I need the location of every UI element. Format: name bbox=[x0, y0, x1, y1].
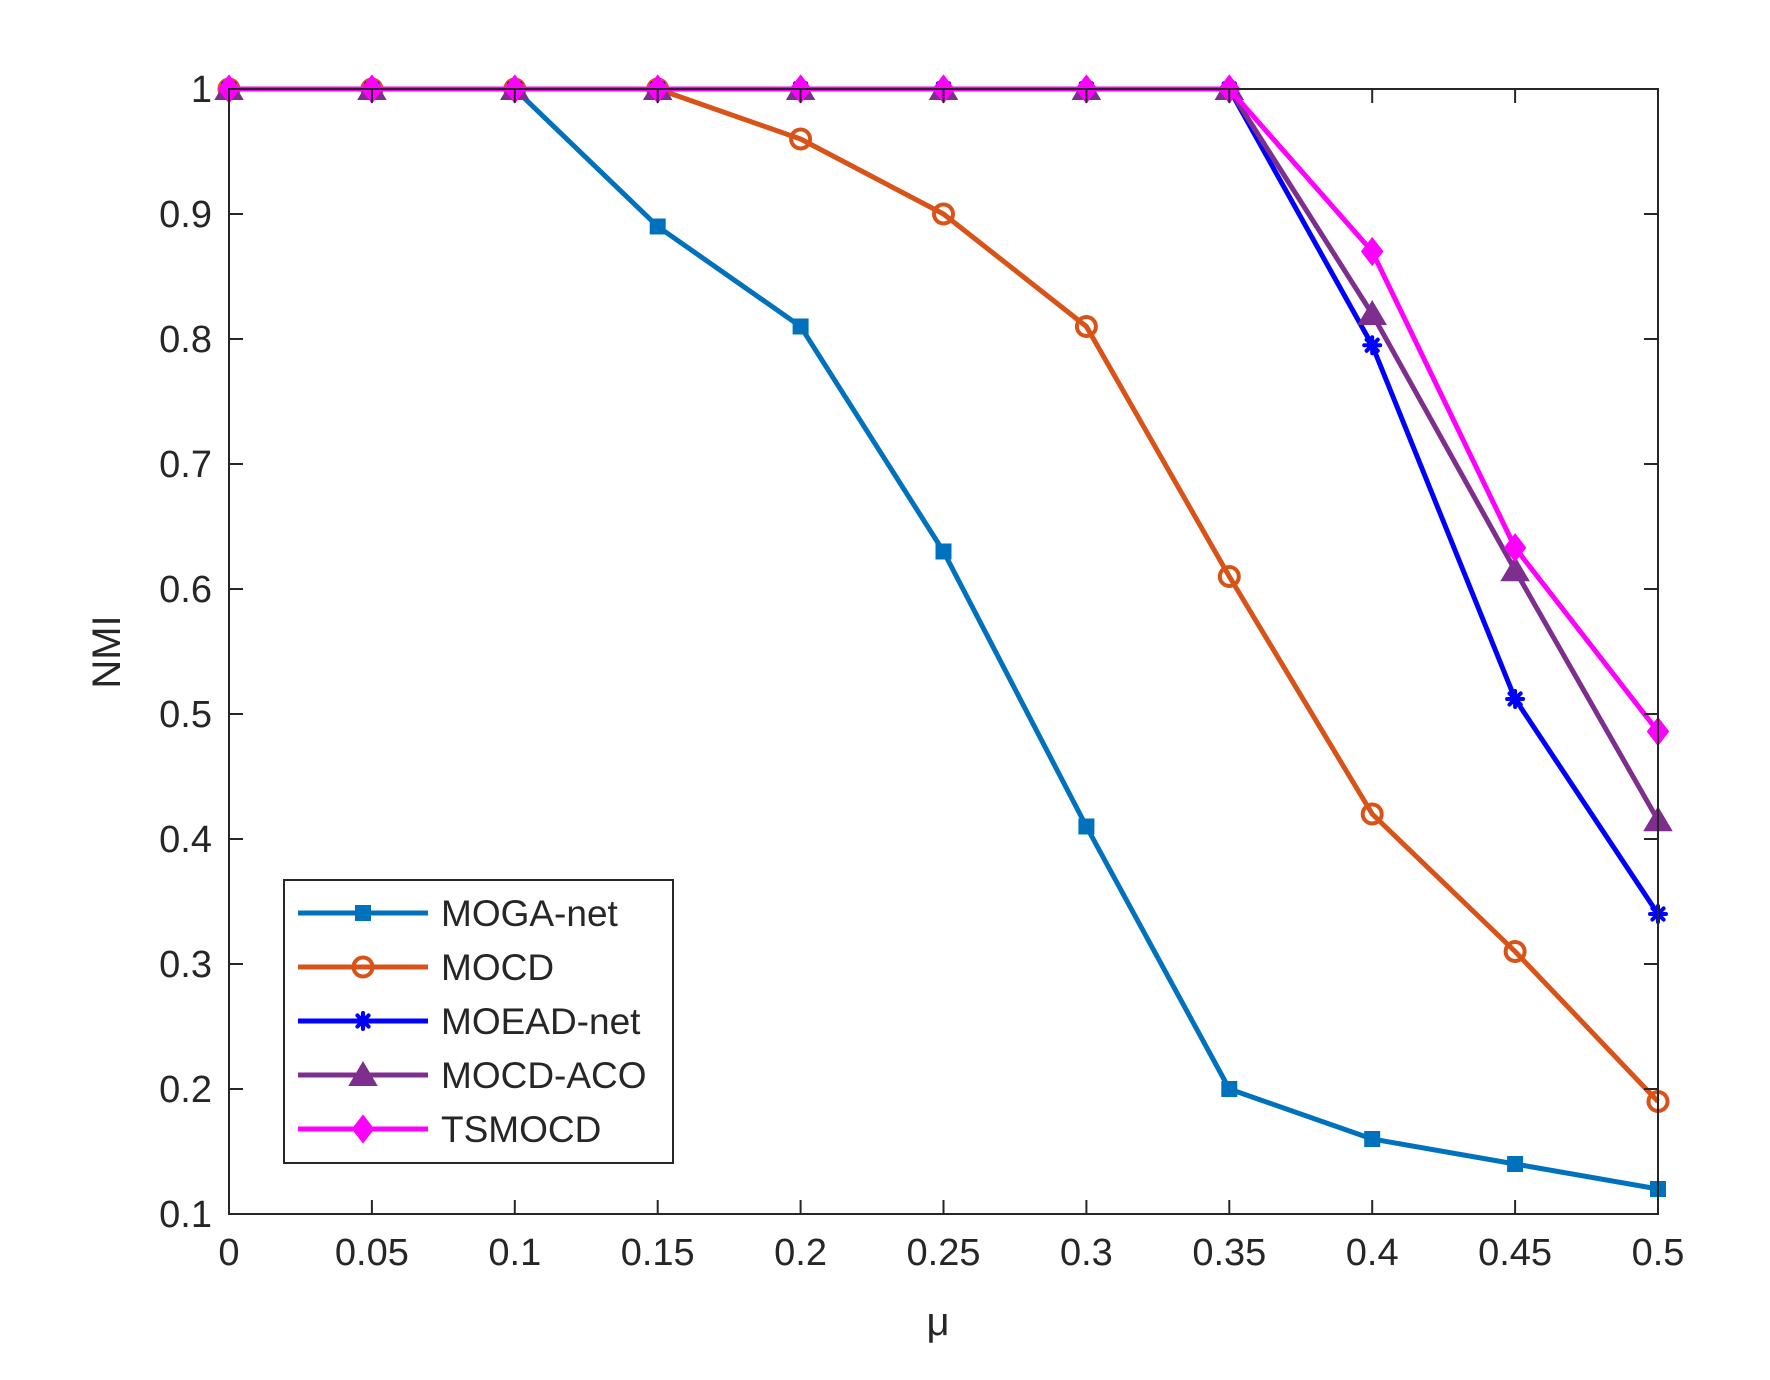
x-tick-label: 0.1 bbox=[488, 1232, 541, 1274]
legend-marker-mocd bbox=[351, 955, 375, 979]
x-axis-label: μ bbox=[926, 1300, 949, 1344]
data-point-moga-net bbox=[792, 318, 809, 335]
axes: 0 0.05 0.1 0.15 0.2 0.25 0.3 0.35 0.4 0.45 0.5 0.1 0… bbox=[159, 69, 1684, 1274]
data-point-tsmocd bbox=[1360, 236, 1384, 267]
data-point-mocd bbox=[789, 127, 813, 151]
data-point-moead-net bbox=[1505, 689, 1526, 709]
legend: MOGA-net MOCD MOEAD-net MOCD-ACO TSMOCD bbox=[283, 879, 674, 1164]
legend-label-mocd: MOCD bbox=[441, 947, 554, 988]
legend-item-moga-net: MOGA-net bbox=[298, 893, 619, 934]
legend-marker-moga-net bbox=[355, 905, 371, 921]
legend-label-tsmocd: TSMOCD bbox=[441, 1109, 601, 1150]
y-tick-label: 0.8 bbox=[159, 319, 212, 361]
x-tick-label: 0.2 bbox=[774, 1232, 827, 1274]
data-point-tsmocd bbox=[1503, 533, 1527, 563]
data-point-moga-net bbox=[1364, 1131, 1381, 1147]
y-tick-label: 0.1 bbox=[159, 1194, 212, 1236]
legend-label-mocd-aco: MOCD-ACO bbox=[441, 1055, 647, 1096]
data-point-mocd-aco bbox=[1500, 556, 1530, 582]
legend-label-moead-net: MOEAD-net bbox=[441, 1001, 641, 1042]
x-tick-label: 0 bbox=[218, 1232, 239, 1274]
x-tick-label: 0.45 bbox=[1478, 1232, 1552, 1274]
data-point-mocd bbox=[1503, 940, 1527, 963]
legend-item-tsmocd: TSMOCD bbox=[298, 1109, 601, 1150]
y-tick-label: 0.6 bbox=[159, 569, 212, 611]
data-point-moga-net bbox=[1078, 818, 1095, 835]
y-tick-label: 0.9 bbox=[159, 194, 212, 236]
x-tick-label: 0.15 bbox=[621, 1232, 695, 1274]
legend-item-moead-net: MOEAD-net bbox=[298, 1001, 641, 1042]
legend-label-moga-net: MOGA-net bbox=[441, 893, 619, 934]
legend-item-mocd-aco: MOCD-ACO bbox=[298, 1055, 647, 1096]
x-tick-label: 0.35 bbox=[1192, 1232, 1266, 1274]
y-tick-label: 0.7 bbox=[159, 444, 212, 486]
data-point-moga-net bbox=[1221, 1081, 1238, 1097]
data-point-mocd bbox=[1074, 315, 1098, 338]
data-point-mocd bbox=[932, 202, 955, 226]
x-tick-label: 0.5 bbox=[1632, 1232, 1685, 1274]
x-tick-label: 0.3 bbox=[1060, 1232, 1113, 1274]
x-tick-label: 0.05 bbox=[335, 1232, 409, 1274]
y-tick-label: 0.5 bbox=[159, 694, 212, 736]
y-tick-label: 0.3 bbox=[159, 944, 212, 986]
y-axis-label: NMI bbox=[85, 615, 129, 688]
legend-marker-mocd-aco bbox=[348, 1061, 378, 1086]
legend-item-mocd: MOCD bbox=[298, 947, 554, 988]
legend-marker-moead-net bbox=[353, 1011, 373, 1031]
y-tick-label: 0.2 bbox=[159, 1069, 212, 1111]
data-point-mocd bbox=[1217, 565, 1241, 588]
y-tick-label: 1 bbox=[191, 69, 212, 111]
data-point-moga-net bbox=[935, 543, 952, 560]
data-point-moga-net bbox=[1507, 1156, 1524, 1172]
data-point-mocd bbox=[1360, 802, 1384, 826]
data-point-moga-net bbox=[649, 218, 666, 235]
data-point-mocd-aco bbox=[1357, 300, 1387, 325]
data-point-moead-net bbox=[1362, 335, 1383, 356]
legend-marker-tsmocd bbox=[351, 1114, 375, 1144]
x-tick-label: 0.25 bbox=[907, 1232, 981, 1274]
y-tick-label: 0.4 bbox=[159, 819, 212, 861]
x-tick-label: 0.4 bbox=[1346, 1232, 1399, 1274]
